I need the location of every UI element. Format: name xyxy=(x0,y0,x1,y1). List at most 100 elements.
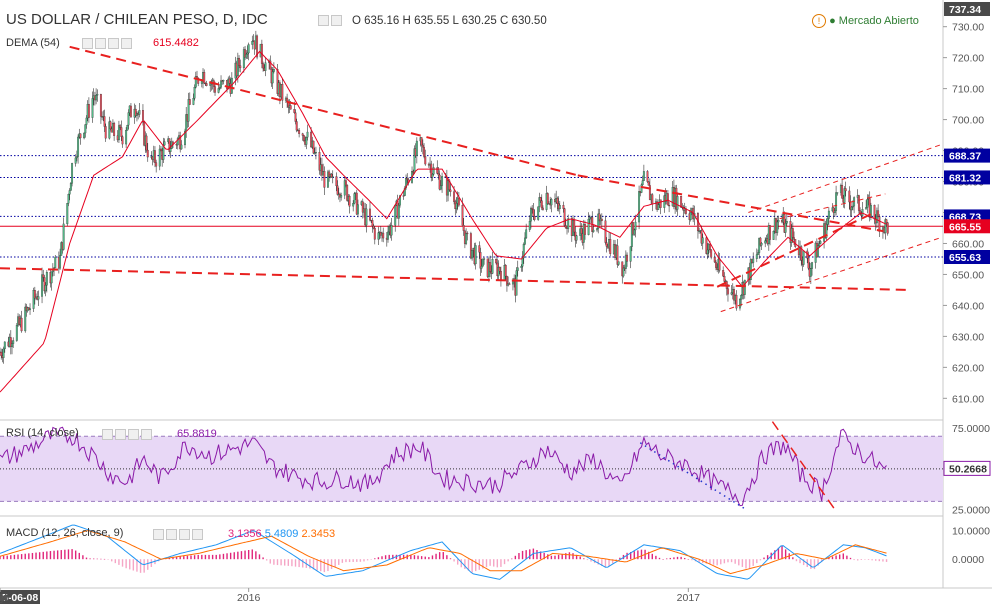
macd-histogram-bar xyxy=(348,559,351,563)
candle-body xyxy=(483,258,486,260)
candle-body xyxy=(739,299,741,309)
candle-body xyxy=(520,266,523,268)
macd-histogram-bar xyxy=(175,556,178,560)
eye-icon[interactable] xyxy=(82,37,93,49)
add-icon[interactable] xyxy=(108,37,119,49)
macd-histogram-bar xyxy=(100,558,102,560)
macd-histogram-bar xyxy=(579,556,581,560)
candle-body xyxy=(373,227,376,240)
settings-icon[interactable] xyxy=(166,528,177,540)
macd-histogram-bar xyxy=(193,555,196,560)
candle-body xyxy=(676,196,679,210)
dema-legend: DEMA (54) xyxy=(6,37,60,49)
candle-body xyxy=(415,140,418,156)
candle-body xyxy=(758,237,761,253)
candle-body xyxy=(294,112,297,122)
market-status-badge[interactable]: ! ● Mercado Abierto xyxy=(812,14,919,28)
candle-body xyxy=(869,204,872,218)
candle-body xyxy=(95,95,98,101)
close-icon[interactable] xyxy=(121,37,132,49)
candle-body xyxy=(361,201,364,213)
candle-body xyxy=(9,337,12,348)
close-icon[interactable] xyxy=(141,428,152,440)
candle-body xyxy=(75,156,78,159)
candle-body xyxy=(575,235,578,241)
candle-body xyxy=(730,292,733,295)
settings-icon[interactable] xyxy=(115,428,126,440)
add-icon[interactable] xyxy=(128,428,139,440)
macd-histogram-bar xyxy=(453,559,455,562)
candle-body xyxy=(143,122,146,146)
macd-histogram-bar xyxy=(496,559,499,568)
candle-body xyxy=(802,250,805,265)
settings-icon[interactable] xyxy=(95,37,106,49)
y-tick-label: 700.00 xyxy=(952,115,984,127)
candle-body xyxy=(515,270,518,296)
y-tick-label: 610.00 xyxy=(952,393,984,405)
candle-body xyxy=(715,261,717,268)
macd-histogram-value: 2.3453 xyxy=(301,528,336,540)
candle-body xyxy=(310,131,313,148)
candle-body xyxy=(740,295,743,300)
candle-body xyxy=(68,190,71,195)
candle-body xyxy=(33,290,36,299)
candle-body xyxy=(238,57,241,66)
macd-histogram-bar xyxy=(662,559,664,560)
candle-body xyxy=(431,173,434,178)
macd-histogram-bar xyxy=(168,558,171,560)
macd-histogram-bar xyxy=(485,559,488,568)
macd-histogram-bar xyxy=(186,555,189,560)
candle-body xyxy=(580,228,583,234)
candle-body xyxy=(710,249,713,258)
macd-histogram-bar xyxy=(561,553,563,560)
candle-body xyxy=(481,258,484,267)
macd-histogram-bar xyxy=(85,557,88,560)
macd-histogram-bar xyxy=(338,559,340,565)
eye-icon[interactable] xyxy=(102,428,113,440)
macd-histogram-bar xyxy=(273,559,275,565)
macd-tick-label: 10.0000 xyxy=(952,525,990,537)
dema-value: 615.4482 xyxy=(153,37,199,49)
macd-histogram-bar xyxy=(294,559,297,567)
macd-histogram-bar xyxy=(370,559,372,560)
macd-histogram-bar xyxy=(687,559,690,560)
close-icon[interactable] xyxy=(192,528,203,540)
candle-body xyxy=(85,117,88,125)
macd-histogram-bar xyxy=(251,549,253,560)
candle-body xyxy=(203,72,206,84)
macd-histogram-bar xyxy=(640,549,643,560)
candle-body xyxy=(640,184,643,193)
macd-histogram-bar xyxy=(71,549,73,560)
add-icon[interactable] xyxy=(179,528,190,540)
candle-body xyxy=(421,144,424,148)
candle-body xyxy=(478,245,481,253)
macd-histogram-bar xyxy=(197,554,199,560)
open-value: 635.16 xyxy=(364,15,400,27)
macd-histogram-bar xyxy=(284,559,286,566)
candle-body xyxy=(41,274,43,297)
settings-icon[interactable] xyxy=(331,14,342,26)
candle-body xyxy=(657,204,660,210)
macd-tick-label: 0.0000 xyxy=(952,554,984,566)
candle-body xyxy=(176,138,179,146)
high-value: 635.55 xyxy=(414,15,450,27)
candle-body xyxy=(793,237,795,240)
macd-histogram-bar xyxy=(413,555,416,560)
candle-body xyxy=(564,225,567,229)
macd-histogram-bar xyxy=(219,554,221,560)
candle-body xyxy=(163,141,166,146)
eye-icon[interactable] xyxy=(318,14,329,26)
candle-body xyxy=(600,218,603,221)
eye-icon[interactable] xyxy=(153,528,164,540)
macd-histogram-bar xyxy=(31,552,34,560)
candle-body xyxy=(622,267,625,277)
candle-body xyxy=(727,288,729,295)
candle-body xyxy=(312,140,315,154)
macd-histogram-bar xyxy=(543,552,545,560)
candle-body xyxy=(50,271,53,284)
candle-body xyxy=(632,222,635,235)
macd-controls xyxy=(153,528,205,540)
macd-histogram-bar xyxy=(867,559,870,560)
